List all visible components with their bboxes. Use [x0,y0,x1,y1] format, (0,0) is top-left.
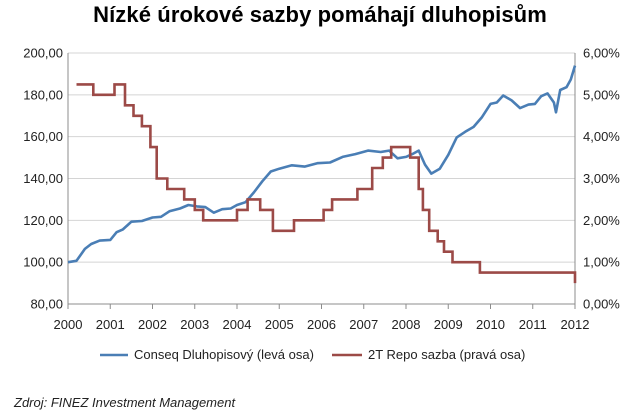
y-left-tick-label: 160,00 [23,129,63,144]
y-right-tick-label: 1,00% [583,255,620,270]
x-tick-label: 2007 [349,317,378,332]
chart-title: Nízké úrokové sazby pomáhají dluhopisům [93,2,547,27]
y-left-tick-label: 180,00 [23,87,63,102]
x-tick-label: 2009 [434,317,463,332]
series-line-repo [76,83,577,284]
y-right-tick-label: 6,00% [583,46,620,61]
axes: 80,00 100,00 120,00 140,00 160,00 180,00 200,0… [23,46,620,333]
series-group [67,65,577,284]
x-tick-label: 2005 [265,317,294,332]
y-left-tick-label: 140,00 [23,171,63,186]
x-tick-label: 2010 [476,317,505,332]
source-note: Zdroj: FINEZ Investment Management [14,395,236,410]
legend-label-repo: 2T Repo sazba (pravá osa) [368,347,525,362]
x-tick-label: 2004 [223,317,252,332]
x-tick-label: 2000 [54,317,83,332]
series-line-conseq [67,65,577,264]
x-tick-label: 2012 [561,317,590,332]
legend: Conseq Dluhopisový (levá osa) 2T Repo saz… [100,347,525,362]
gridlines [68,52,575,305]
y-left-tick-label: 80,00 [30,297,63,312]
legend-label-conseq: Conseq Dluhopisový (levá osa) [134,347,314,362]
y-left-tick-label: 120,00 [23,213,63,228]
x-tick-label: 2008 [392,317,421,332]
y-right-tick-label: 3,00% [583,171,620,186]
y-left-tick-label: 100,00 [23,255,63,270]
y-left-tick-label: 200,00 [23,46,63,61]
x-tick-label: 2011 [519,317,547,332]
y-right-tick-label: 2,00% [583,213,620,228]
y-right-tick-label: 4,00% [583,129,620,144]
x-tick-label: 2002 [138,317,167,332]
y-right-tick-label: 5,00% [583,87,620,102]
x-tick-label: 2003 [180,317,209,332]
x-tick-label: 2006 [307,317,336,332]
x-tick-label: 2001 [96,317,125,332]
y-right-tick-label: 0,00% [583,297,620,312]
